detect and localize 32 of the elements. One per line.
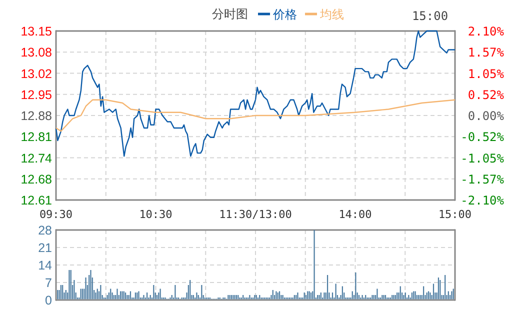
y-tick-label: 13.02 xyxy=(20,66,52,81)
y-tick-label: 0 xyxy=(45,294,52,308)
y2-tick-label: 2.10% xyxy=(468,24,505,38)
y2-tick-label: 1.57% xyxy=(468,46,505,60)
text: 15:00 xyxy=(412,9,448,23)
x-tick-label: 09:30 xyxy=(39,208,73,221)
y-tick-label: 14 xyxy=(38,258,52,272)
legend-label: 均线 xyxy=(319,8,344,22)
y2-tick-label: 1.05% xyxy=(468,66,505,81)
y-tick-label: 12.61 xyxy=(20,194,52,208)
y-tick-label: 12.74 xyxy=(20,151,52,166)
x-tick-label: 15:00 xyxy=(438,208,472,221)
y-tick-label: 7 xyxy=(45,276,52,290)
y-tick-label: 21 xyxy=(38,241,52,255)
y-tick-label: 12.95 xyxy=(20,88,52,102)
y-tick-label: 28 xyxy=(38,224,52,238)
x-tick-label: 14:00 xyxy=(338,208,372,221)
y-tick-label: 13.15 xyxy=(20,24,52,38)
y-tick-label: 13.08 xyxy=(20,46,52,60)
y-tick-label: 12.81 xyxy=(20,130,52,144)
y2-tick-label: 0.00% xyxy=(468,109,505,123)
y2-tick-label: -0.52% xyxy=(460,130,505,144)
y2-tick-label: 0.52% xyxy=(468,88,505,102)
y2-tick-label: -1.57% xyxy=(460,172,505,186)
x-tick-label: 10:30 xyxy=(139,208,172,221)
x-tick-label: 11:30/13:00 xyxy=(219,208,292,221)
y2-tick-label: -2.10% xyxy=(460,194,505,208)
y-tick-label: 12.68 xyxy=(20,172,52,186)
chart-title: 分时图 xyxy=(212,7,248,21)
y2-tick-label: -1.05% xyxy=(460,151,505,166)
legend-label: 价格 xyxy=(272,8,297,22)
y-tick-label: 12.88 xyxy=(20,109,52,123)
